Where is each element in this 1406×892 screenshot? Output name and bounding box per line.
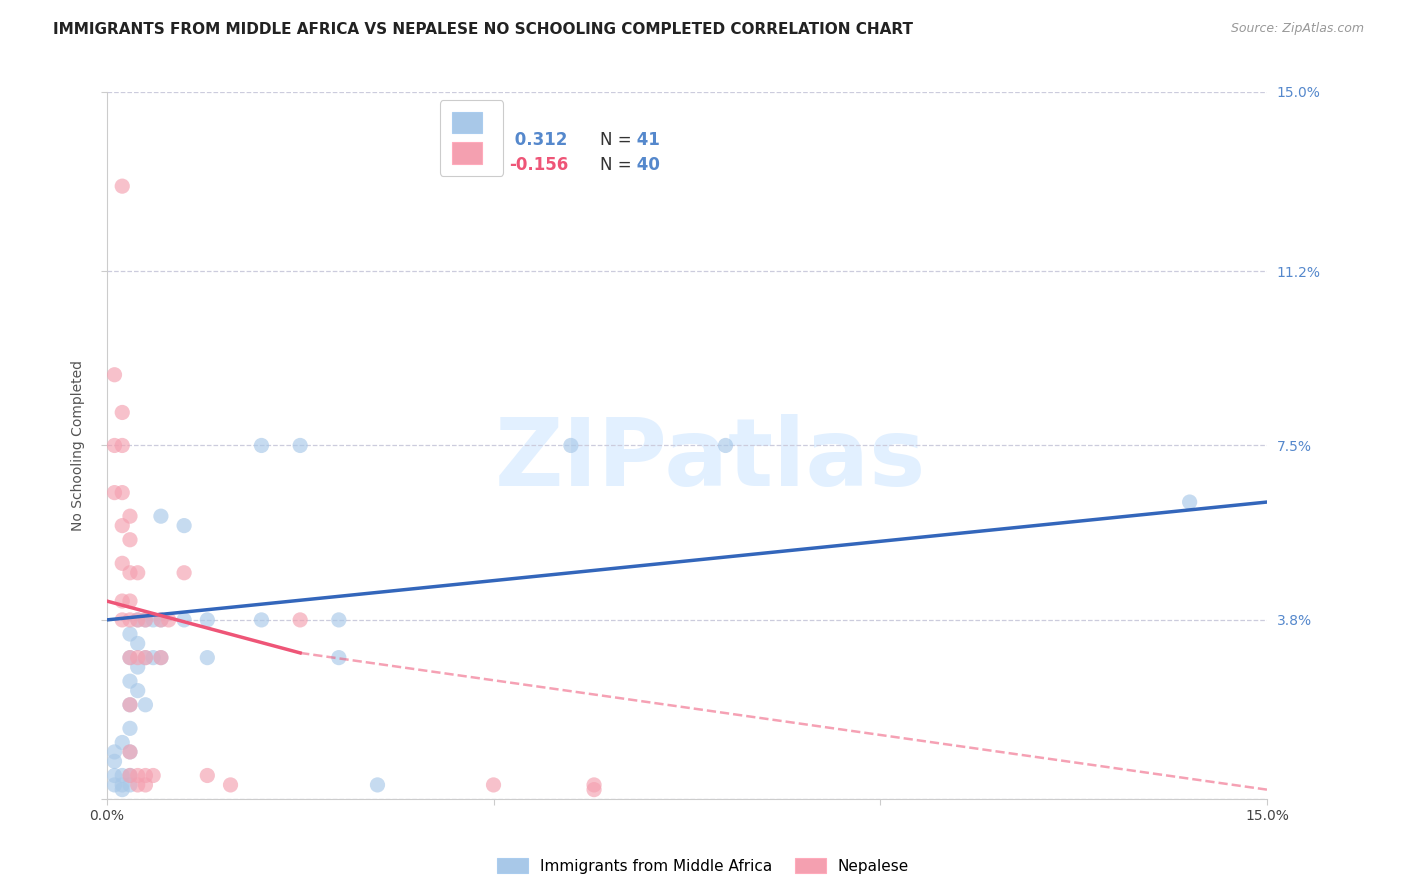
Y-axis label: No Schooling Completed: No Schooling Completed	[72, 360, 86, 531]
Point	[583, 782, 606, 797]
Text: -0.156: -0.156	[509, 155, 568, 174]
Point	[134, 698, 156, 712]
Point	[111, 405, 134, 419]
Point	[134, 778, 156, 792]
Point	[560, 438, 582, 452]
Point	[250, 438, 273, 452]
Point	[111, 768, 134, 782]
Point	[118, 594, 141, 608]
Point	[103, 755, 125, 769]
Point	[118, 566, 141, 580]
Text: R =: R =	[468, 131, 499, 149]
Point	[142, 768, 165, 782]
Point	[111, 778, 134, 792]
Point	[118, 698, 141, 712]
Point	[149, 613, 172, 627]
Point	[328, 650, 350, 665]
Point	[111, 438, 134, 452]
Point	[111, 485, 134, 500]
Point	[127, 613, 149, 627]
Point	[118, 650, 141, 665]
Legend: Immigrants from Middle Africa, Nepalese: Immigrants from Middle Africa, Nepalese	[491, 852, 915, 880]
Point	[118, 627, 141, 641]
Point	[103, 778, 125, 792]
Point	[103, 438, 125, 452]
Point	[118, 509, 141, 524]
Point	[219, 778, 242, 792]
Text: ZIPatlas: ZIPatlas	[495, 414, 925, 506]
Point	[103, 368, 125, 382]
Text: IMMIGRANTS FROM MIDDLE AFRICA VS NEPALESE NO SCHOOLING COMPLETED CORRELATION CHA: IMMIGRANTS FROM MIDDLE AFRICA VS NEPALES…	[53, 22, 914, 37]
Point	[149, 613, 172, 627]
Point	[250, 613, 273, 627]
Point	[134, 613, 156, 627]
Text: 41: 41	[631, 131, 659, 149]
Point	[173, 518, 195, 533]
Point	[134, 768, 156, 782]
Point	[714, 438, 737, 452]
Point	[134, 650, 156, 665]
Text: N =: N =	[600, 155, 631, 174]
Point	[134, 650, 156, 665]
Point	[328, 613, 350, 627]
Point	[127, 778, 149, 792]
Point	[1178, 495, 1201, 509]
Point	[127, 566, 149, 580]
Point	[127, 636, 149, 650]
Point	[482, 778, 505, 792]
Point	[111, 735, 134, 749]
Point	[195, 613, 218, 627]
Point	[118, 650, 141, 665]
Point	[149, 650, 172, 665]
Point	[288, 613, 311, 627]
Text: Source: ZipAtlas.com: Source: ZipAtlas.com	[1230, 22, 1364, 36]
Point	[195, 650, 218, 665]
Point	[111, 594, 134, 608]
Point	[149, 650, 172, 665]
Point	[134, 613, 156, 627]
Point	[118, 778, 141, 792]
Point	[127, 660, 149, 674]
Point	[366, 778, 388, 792]
Point	[103, 768, 125, 782]
Point	[127, 613, 149, 627]
Point	[142, 613, 165, 627]
Point	[118, 745, 141, 759]
Point	[127, 768, 149, 782]
Point	[118, 722, 141, 736]
Point	[111, 518, 134, 533]
Point	[118, 613, 141, 627]
Text: 40: 40	[631, 155, 659, 174]
Point	[118, 674, 141, 689]
Point	[118, 768, 141, 782]
Point	[157, 613, 180, 627]
Point	[127, 650, 149, 665]
Point	[111, 557, 134, 571]
Point	[118, 698, 141, 712]
Point	[103, 745, 125, 759]
Text: R =: R =	[468, 155, 505, 174]
Text: N =: N =	[600, 131, 631, 149]
Point	[118, 533, 141, 547]
Point	[118, 745, 141, 759]
Legend: , : ,	[440, 100, 503, 176]
Point	[142, 650, 165, 665]
Point	[111, 613, 134, 627]
Point	[111, 179, 134, 194]
Point	[103, 485, 125, 500]
Point	[118, 768, 141, 782]
Point	[127, 683, 149, 698]
Point	[149, 509, 172, 524]
Text: 0.312: 0.312	[509, 131, 568, 149]
Point	[583, 778, 606, 792]
Point	[288, 438, 311, 452]
Point	[111, 782, 134, 797]
Point	[195, 768, 218, 782]
Point	[173, 566, 195, 580]
Point	[173, 613, 195, 627]
